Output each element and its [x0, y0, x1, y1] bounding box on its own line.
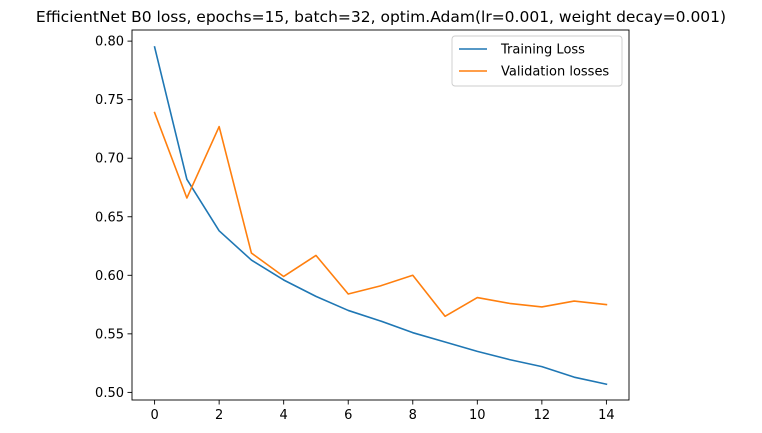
plot-frame	[131, 29, 630, 401]
y-tick-label: 0.80	[95, 35, 124, 50]
legend: Training Loss Validation losses	[451, 35, 623, 87]
series-line-validation-losses	[153, 111, 608, 318]
series-line-training-loss	[153, 46, 608, 386]
legend-box	[451, 35, 623, 87]
x-tick-label: 10	[469, 408, 486, 423]
y-tick-label: 0.50	[95, 386, 124, 401]
y-tick-label: 0.65	[95, 210, 124, 225]
x-tick-label: 14	[598, 408, 615, 423]
x-tick-label: 4	[280, 408, 288, 423]
x-tick-label: 6	[344, 408, 352, 423]
legend-label-training-loss: Training Loss	[500, 43, 585, 58]
x-tick-label: 0	[150, 408, 158, 423]
x-tick-label: 2	[215, 408, 223, 423]
legend-label-validation-losses: Validation losses	[501, 65, 609, 80]
y-tick-label: 0.70	[95, 152, 124, 167]
x-tick-label: 8	[409, 408, 417, 423]
y-tick-label: 0.60	[95, 269, 124, 284]
x-tick-label: 12	[534, 408, 551, 423]
y-tick-label: 0.75	[95, 93, 124, 108]
series-layer	[153, 46, 608, 386]
axes-layer: 0 2 4 6 8 10 12 14 0.50 0.55 0.60 0.65 0.70 0.75 0.80	[95, 29, 630, 423]
y-tick-label: 0.55	[95, 327, 124, 342]
chart-title: EfficientNet B0 loss, epochs=15, batch=3…	[36, 8, 726, 26]
